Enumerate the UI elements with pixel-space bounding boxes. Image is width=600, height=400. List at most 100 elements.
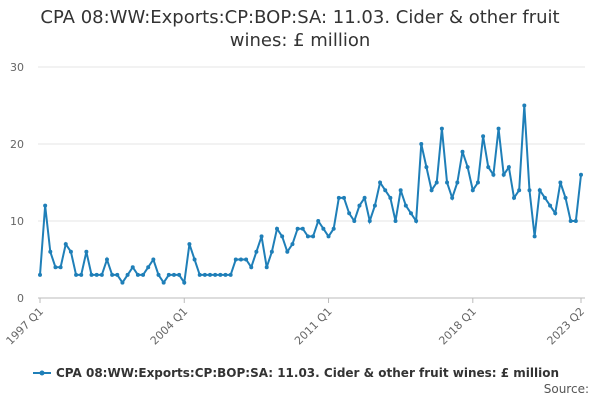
- source: Source:: [544, 382, 589, 396]
- point: [161, 280, 166, 285]
- point: [517, 188, 522, 193]
- point: [187, 242, 192, 247]
- point: [429, 188, 434, 193]
- point: [182, 280, 187, 285]
- point: [388, 195, 393, 200]
- point: [125, 272, 130, 277]
- point: [383, 188, 388, 193]
- point: [362, 195, 367, 200]
- point: [398, 188, 403, 193]
- point: [300, 226, 305, 231]
- point: [460, 149, 465, 154]
- point: [171, 272, 176, 277]
- point: [486, 165, 491, 170]
- point: [84, 249, 89, 254]
- point: [233, 257, 238, 262]
- point: [331, 226, 336, 231]
- point: [156, 272, 161, 277]
- point: [532, 234, 537, 239]
- point: [501, 172, 506, 177]
- point: [120, 280, 125, 285]
- point: [414, 219, 419, 223]
- point: [424, 165, 429, 170]
- point: [548, 203, 553, 208]
- point: [326, 234, 331, 239]
- point: [202, 272, 207, 277]
- point: [151, 257, 156, 262]
- point: [481, 134, 486, 139]
- point: [208, 272, 213, 277]
- series-line: [39, 105, 582, 286]
- point: [403, 203, 408, 208]
- point: [347, 211, 352, 216]
- point: [177, 272, 182, 277]
- y-tick-label: 0: [17, 292, 24, 305]
- point: [491, 172, 496, 177]
- point: [280, 234, 285, 239]
- point: [38, 272, 42, 277]
- point: [341, 195, 346, 200]
- point: [450, 195, 455, 200]
- chart-title: CPA 08:WW:Exports:CP:BOP:SA: 11.03. Cide…: [40, 7, 560, 51]
- point: [141, 272, 146, 277]
- point: [228, 272, 233, 277]
- point: [537, 188, 542, 193]
- point: [573, 219, 578, 223]
- point: [259, 234, 264, 239]
- point: [496, 126, 501, 131]
- point: [455, 180, 460, 185]
- point: [275, 226, 280, 231]
- point: [53, 265, 58, 270]
- point: [254, 249, 259, 254]
- point: [408, 211, 413, 216]
- y-tick-label: 10: [10, 215, 24, 228]
- point: [99, 272, 104, 277]
- point: [130, 265, 135, 270]
- point: [58, 265, 63, 270]
- point: [79, 272, 84, 277]
- point: [94, 272, 99, 277]
- point: [445, 180, 450, 185]
- legend-item: CPA 08:WW:Exports:CP:BOP:SA: 11.03. Cide…: [33, 366, 559, 380]
- point: [527, 188, 532, 193]
- point: [43, 203, 48, 208]
- point: [295, 226, 300, 231]
- point: [311, 234, 316, 239]
- point: [285, 249, 290, 254]
- x-tick-label: 1997 Q1: [4, 305, 47, 348]
- point: [352, 219, 357, 223]
- point: [135, 272, 140, 277]
- point: [74, 272, 79, 277]
- point: [563, 195, 568, 200]
- point: [367, 219, 372, 223]
- x-tick-label: 2004 Q1: [148, 305, 191, 348]
- point: [115, 272, 120, 277]
- point: [48, 249, 53, 254]
- point: [522, 103, 527, 108]
- point: [63, 242, 68, 247]
- point: [269, 249, 274, 254]
- point: [264, 265, 269, 270]
- point: [357, 203, 362, 208]
- point: [579, 172, 583, 177]
- y-tick-label: 20: [10, 138, 24, 151]
- point: [378, 180, 383, 185]
- point: [238, 257, 243, 262]
- point: [553, 211, 558, 216]
- point: [470, 188, 475, 193]
- point: [558, 180, 563, 185]
- point: [568, 219, 573, 223]
- point: [223, 272, 228, 277]
- point: [372, 203, 377, 208]
- point: [68, 249, 73, 254]
- point: [249, 265, 254, 270]
- point: [197, 272, 202, 277]
- point: [305, 234, 310, 239]
- point: [506, 165, 511, 170]
- point: [110, 272, 115, 277]
- point: [146, 265, 151, 270]
- point: [89, 272, 94, 277]
- point: [316, 219, 321, 223]
- point: [434, 180, 439, 185]
- point: [393, 219, 398, 223]
